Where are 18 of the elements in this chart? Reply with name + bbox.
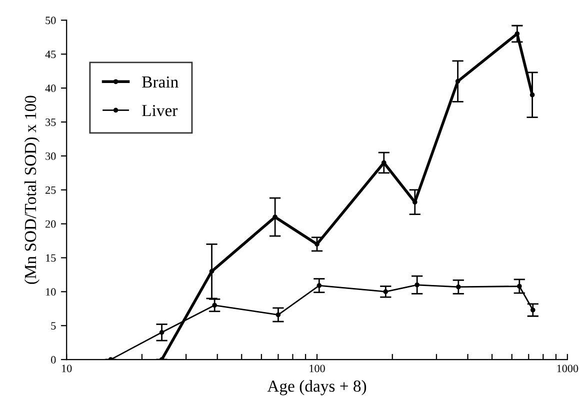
y-tick-label: 20 [46, 220, 56, 228]
y-tick-label: 10 [46, 288, 56, 296]
legend-label: Brain [142, 76, 178, 88]
y-tick-label: 30 [46, 152, 56, 160]
y-tick-label: 15 [46, 254, 56, 262]
x-axis-title: Age (days + 8) [267, 380, 366, 396]
y-tick-label: 40 [45, 84, 56, 92]
legend-label: Liver [142, 104, 178, 116]
y-axis-title: (Mn SOD/Total SOD) x 100 [24, 96, 40, 284]
x-tick-label: 1000 [557, 364, 578, 372]
y-tick-label: 0 [51, 356, 56, 364]
y-tick-label: 50 [46, 16, 56, 24]
y-tick-label: 45 [45, 50, 56, 58]
y-tick-label: 5 [51, 322, 56, 330]
x-tick-label: 10 [62, 364, 72, 372]
y-tick-label: 25 [46, 186, 56, 194]
x-tick-label: 100 [310, 364, 325, 372]
y-tick-label: 35 [46, 118, 56, 126]
